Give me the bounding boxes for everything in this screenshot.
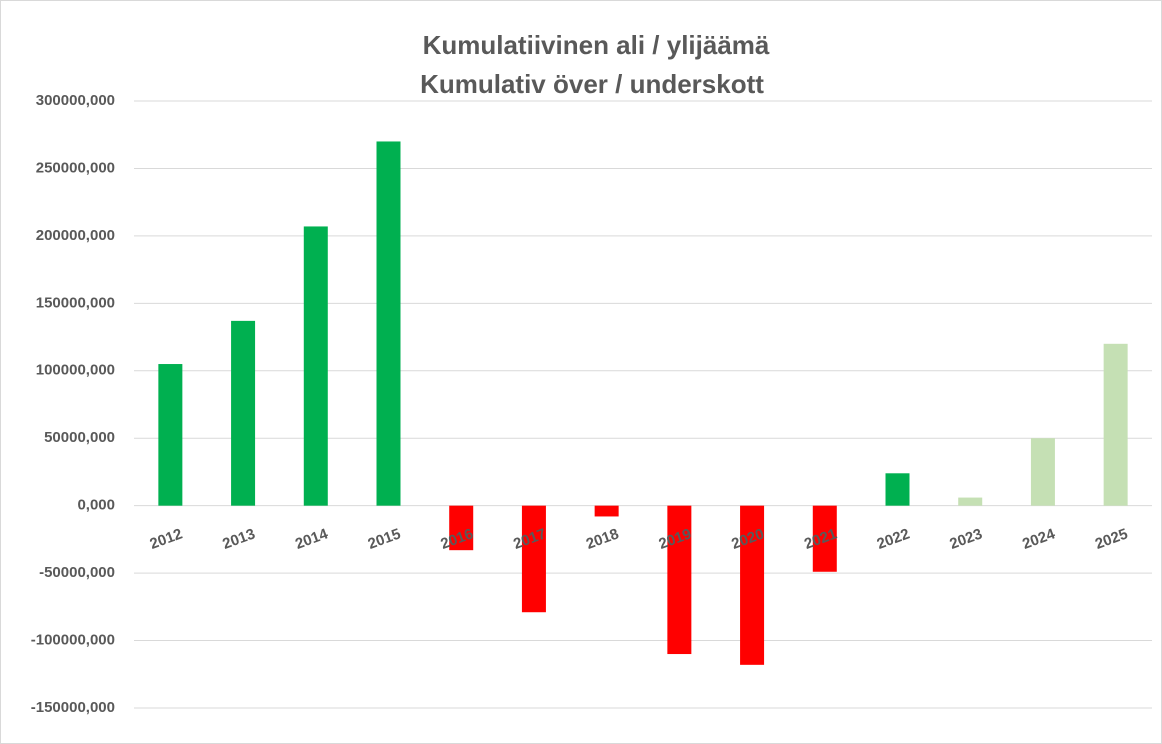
bar [449,505,474,551]
y-tick-label: 100000,000 [36,362,115,379]
y-tick-label: 150000,000 [36,294,115,311]
bar [303,226,328,506]
bar [231,320,256,506]
bar [1103,343,1128,506]
y-tick-label: 0,000 [77,497,115,514]
bar [812,505,837,572]
bar [1030,438,1055,506]
bar [667,505,692,655]
bar [958,497,983,506]
y-tick-label: 250000,000 [36,159,115,176]
bar [594,505,619,517]
y-tick-label: -100000,000 [31,632,115,649]
bar [885,473,910,506]
chart-title: Kumulativ över / underskott [420,69,764,99]
bar [740,505,765,665]
chart-title: Kumulatiivinen ali / ylijäämä [423,30,770,60]
y-tick-label: 50000,000 [44,429,115,446]
y-tick-label: -150000,000 [31,699,115,716]
y-tick-label: 200000,000 [36,227,115,244]
bar [376,141,401,506]
bar [521,505,546,613]
y-tick-label: 300000,000 [36,92,115,109]
y-tick-label: -50000,000 [39,564,115,581]
bar [158,364,183,506]
